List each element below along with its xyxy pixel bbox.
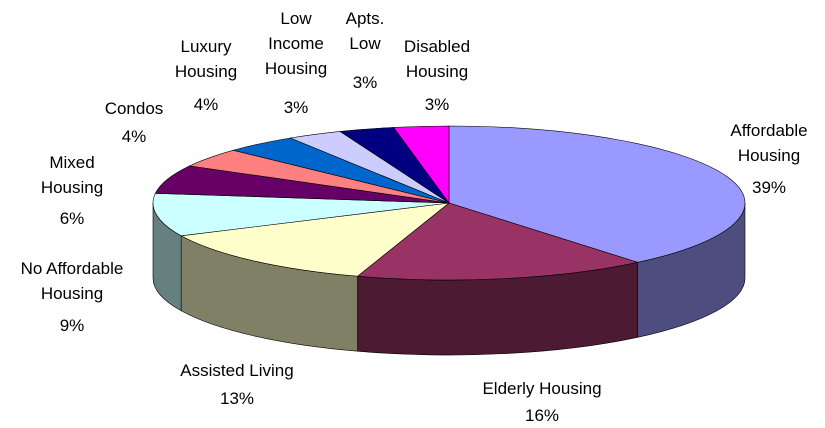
slice — [356, 202, 639, 281]
slice-value-label: 3% — [352, 73, 378, 92]
slice — [152, 193, 450, 237]
slice-label: No Affordable Housing — [20, 259, 124, 303]
slice-value-label: 3% — [283, 98, 309, 117]
slice-label: Luxury Housing — [174, 37, 238, 81]
slice-label: Disabled Housing — [403, 37, 471, 81]
slice — [392, 125, 450, 204]
slice-value-label: 13% — [219, 389, 255, 408]
slice-label: Elderly Housing — [482, 379, 602, 398]
slice-value-label: 4% — [121, 127, 147, 146]
slice-label: Apts. Low — [345, 9, 385, 53]
slice-value-label: 16% — [524, 406, 560, 425]
slice-value-label: 3% — [424, 95, 450, 114]
slice-label: Condos — [104, 99, 164, 118]
slice-value-label: 9% — [59, 316, 85, 335]
slice-value-label: 39% — [751, 178, 787, 197]
slice — [448, 125, 746, 263]
slice-label: Mixed Housing — [40, 153, 104, 197]
slice-label: Affordable Housing — [730, 121, 808, 165]
slice-label: Low Income Housing — [264, 9, 328, 78]
slice-value-label: 4% — [193, 95, 219, 114]
slice-value-label: 6% — [59, 209, 85, 228]
slice — [180, 202, 451, 277]
slice-label: Assisted Living — [180, 361, 294, 380]
